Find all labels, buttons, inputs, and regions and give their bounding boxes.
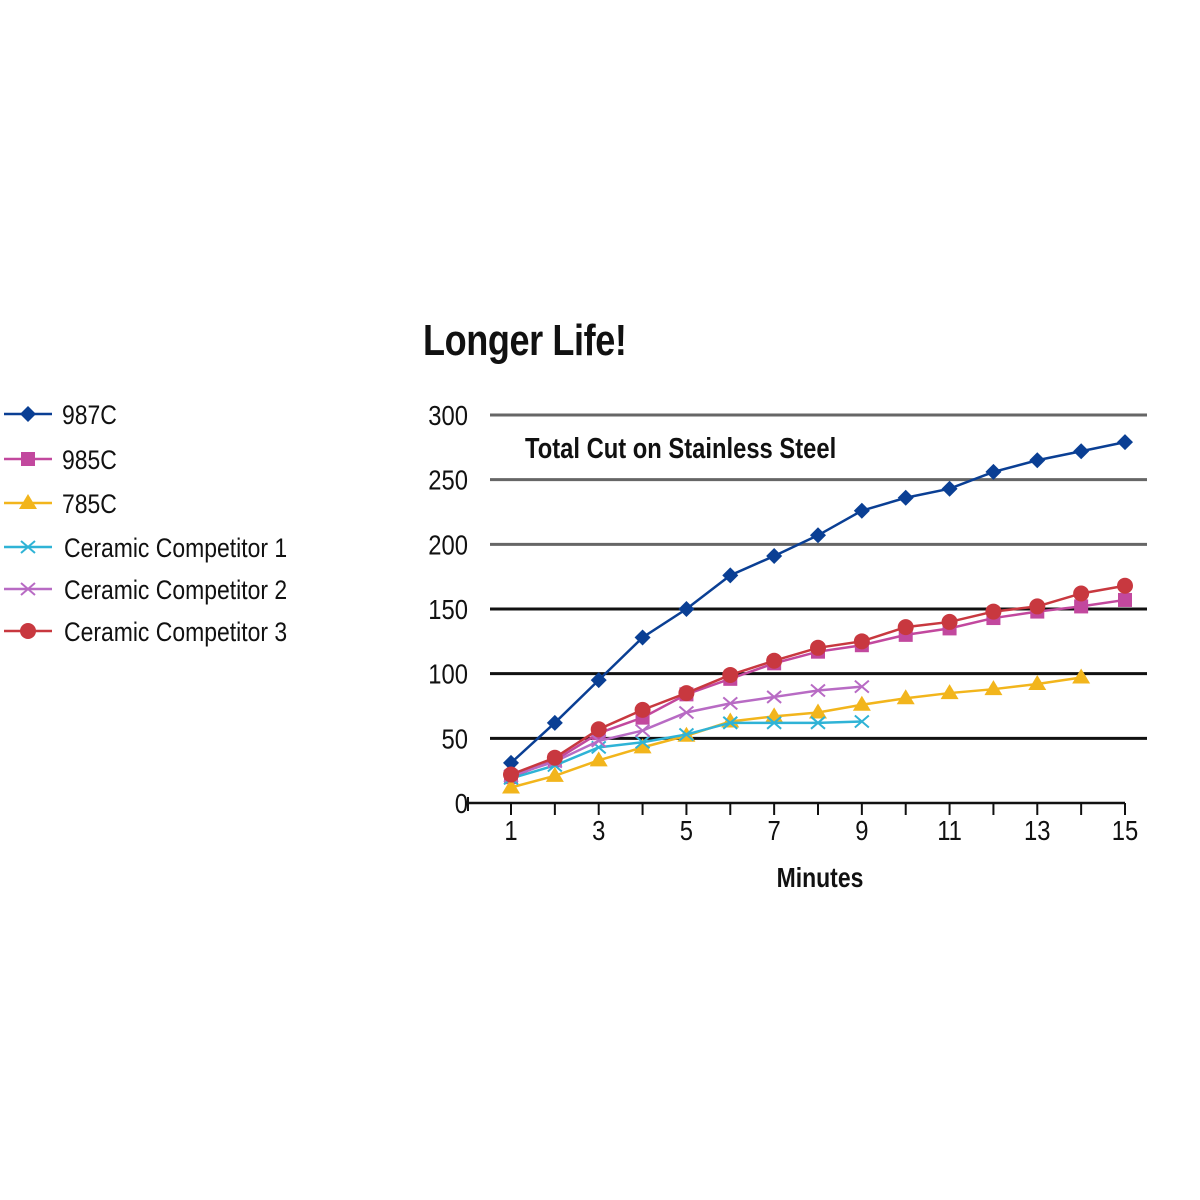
data-point [810,639,826,656]
data-point [634,701,651,718]
data-point [897,489,914,506]
x-tick-label: 7 [768,814,781,846]
data-point [985,603,1002,620]
x-tick-label: 9 [855,814,868,846]
data-point [810,683,826,698]
legend-label: 985C [62,445,117,475]
y-tick-label: 300 [428,399,468,431]
data-point [590,672,607,689]
data-point [634,629,651,646]
data-point [634,735,651,749]
legend-label: 987C [62,400,117,430]
data-point [1074,599,1089,614]
data-point [853,633,870,650]
legend-marker [19,494,37,509]
data-point [1072,668,1091,684]
data-point [810,716,826,730]
legend-marker [20,406,36,422]
data-point [722,716,738,730]
data-point [984,680,1003,696]
data-point [852,695,871,711]
data-point [722,696,738,711]
x-tick-label: 15 [1112,814,1138,846]
data-point [678,685,695,702]
data-point [1029,452,1046,469]
data-point [1117,577,1133,594]
legend-marker [20,623,36,639]
data-point [722,567,739,584]
data-point [1073,443,1090,460]
y-tick-label: 0 [455,787,468,819]
data-point [766,547,783,564]
data-point [546,749,563,766]
data-point [1029,598,1046,615]
data-point [678,727,695,742]
x-tick-label: 1 [504,814,517,846]
data-point [591,734,607,748]
data-point [722,666,739,683]
data-point [940,684,959,700]
data-point [897,619,914,636]
data-point [1117,434,1133,451]
data-point [503,766,519,783]
data-point [854,679,870,694]
data-point [810,527,826,544]
data-point [941,480,958,497]
legend-marker [20,582,36,596]
y-tick-label: 250 [428,464,468,496]
data-point [766,652,783,669]
data-point [1073,585,1090,602]
data-point [766,716,782,730]
legend-label: Ceramic Competitor 1 [64,533,287,563]
series-line [510,676,1082,789]
data-point [590,721,607,738]
data-point [502,778,520,794]
data-point [634,723,651,738]
data-point [1118,592,1132,607]
legend-marker [21,452,35,466]
data-point [853,502,870,519]
chart-title: Longer Life! [423,316,627,365]
y-tick-label: 200 [428,528,468,560]
data-point [546,714,563,731]
data-point [633,738,652,754]
data-point [678,601,695,617]
data-point [589,751,608,767]
y-tick-label: 150 [428,593,468,625]
data-point [896,689,915,705]
y-tick-label: 50 [442,722,468,754]
x-tick-label: 3 [592,814,605,846]
data-point [854,714,870,729]
legend-label: Ceramic Competitor 2 [64,575,287,605]
chart-subtitle: Total Cut on Stainless Steel [525,432,836,465]
legend-marker [20,540,36,554]
data-point [941,613,958,630]
y-tick-label: 100 [428,658,468,690]
x-tick-label: 11 [937,814,962,846]
x-axis-label: Minutes [777,863,864,894]
x-tick-label: 13 [1024,814,1050,846]
data-point [809,703,827,719]
data-point [1028,675,1047,691]
data-point [985,463,1002,480]
data-point [678,705,695,720]
data-point [766,690,782,704]
data-point [545,766,564,782]
x-tick-label: 5 [680,814,693,846]
legend-label: Ceramic Competitor 3 [64,617,287,647]
legend-label: 785C [62,489,117,519]
data-point [503,754,519,771]
